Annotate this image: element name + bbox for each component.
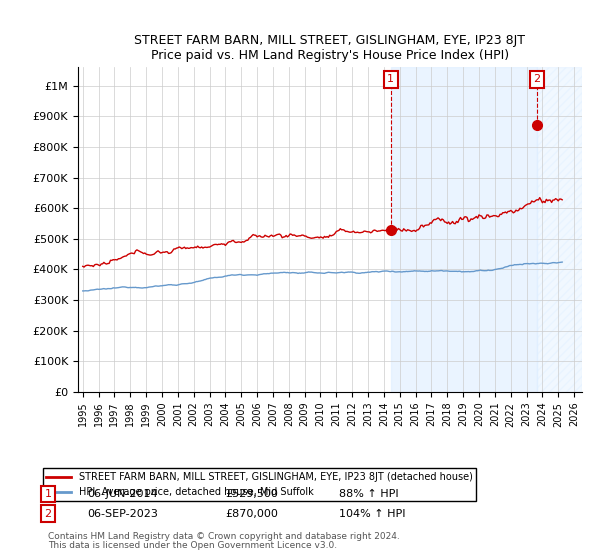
Legend: STREET FARM BARN, MILL STREET, GISLINGHAM, EYE, IP23 8JT (detached house), HPI: : STREET FARM BARN, MILL STREET, GISLINGHA…: [43, 468, 476, 501]
Text: This data is licensed under the Open Government Licence v3.0.: This data is licensed under the Open Gov…: [48, 542, 337, 550]
Bar: [391, 67, 537, 392]
Title: STREET FARM BARN, MILL STREET, GISLINGHAM, EYE, IP23 8JT
Price paid vs. HM Land : STREET FARM BARN, MILL STREET, GISLINGHA…: [134, 34, 526, 62]
Text: 1: 1: [387, 74, 394, 85]
Bar: [537, 67, 582, 392]
Text: 2: 2: [533, 74, 541, 85]
Text: 06-JUN-2014: 06-JUN-2014: [87, 489, 158, 499]
Text: £870,000: £870,000: [225, 508, 278, 519]
Text: 06-SEP-2023: 06-SEP-2023: [87, 508, 158, 519]
Text: 88% ↑ HPI: 88% ↑ HPI: [339, 489, 398, 499]
Text: 104% ↑ HPI: 104% ↑ HPI: [339, 508, 406, 519]
Text: 1: 1: [44, 489, 52, 499]
Text: £529,500: £529,500: [225, 489, 278, 499]
Text: Contains HM Land Registry data © Crown copyright and database right 2024.: Contains HM Land Registry data © Crown c…: [48, 532, 400, 541]
Text: 2: 2: [44, 508, 52, 519]
